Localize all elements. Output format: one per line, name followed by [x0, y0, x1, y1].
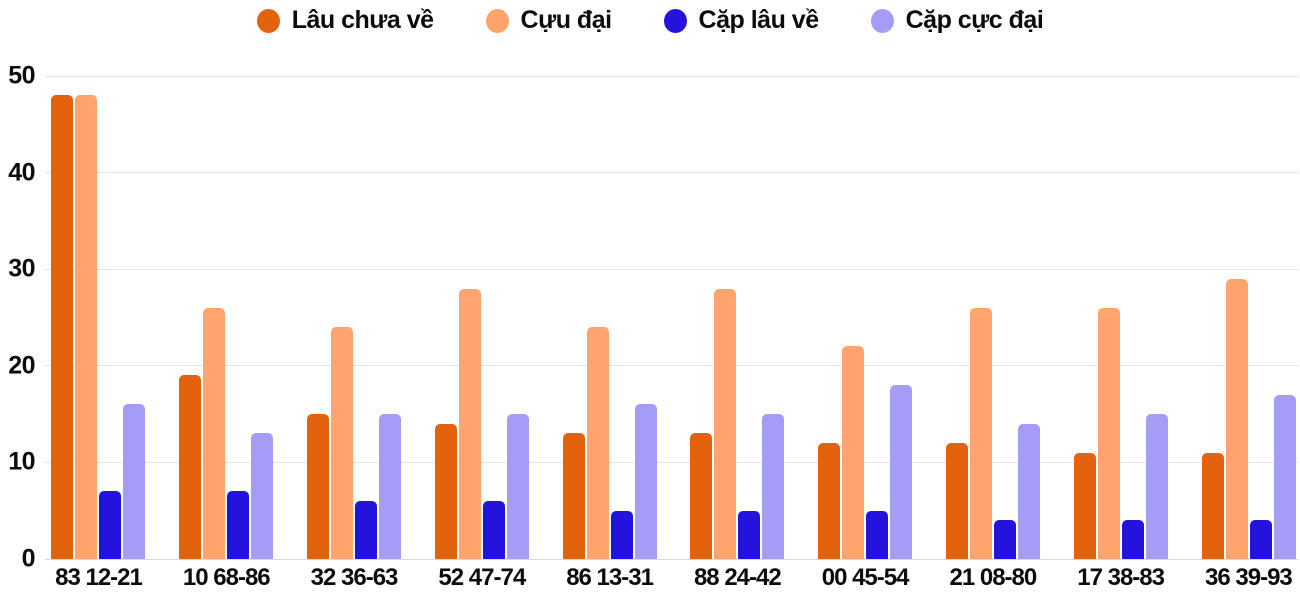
plot-area [45, 75, 1298, 560]
x-axis-label: 21 08-80 [949, 564, 1037, 591]
bar-group [1074, 76, 1168, 559]
bar[interactable] [354, 501, 377, 559]
legend-item[interactable]: Cặp cực đại [870, 6, 1044, 35]
bar-group [178, 76, 273, 559]
bar-group [818, 76, 913, 559]
bar-group [946, 76, 1041, 559]
y-axis-label: 30 [8, 254, 35, 283]
legend-marker-circle-icon [256, 8, 280, 33]
bar[interactable] [99, 491, 121, 559]
bar[interactable] [51, 95, 73, 559]
bar-group [690, 76, 785, 559]
x-axis-label: 17 38-83 [1077, 564, 1165, 591]
legend-item-label: Cựu đại [520, 6, 613, 34]
legend-item-label: Lâu chưa về [291, 6, 434, 34]
bar[interactable] [458, 288, 481, 559]
bar[interactable] [506, 414, 529, 559]
legend-item[interactable]: Lâu chưa về [256, 6, 434, 35]
gridline [45, 365, 1298, 367]
bar[interactable] [378, 414, 401, 559]
bar[interactable] [482, 501, 505, 559]
bar[interactable] [202, 307, 225, 559]
bar[interactable] [178, 375, 201, 559]
bar[interactable] [306, 414, 329, 559]
legend-item[interactable]: Cựu đại [485, 6, 613, 35]
bar[interactable] [226, 491, 249, 559]
bar[interactable] [610, 510, 633, 559]
x-axis-label: 88 24-42 [693, 564, 782, 591]
x-axis-label: 32 36-63 [310, 564, 399, 591]
bar[interactable] [634, 404, 657, 559]
bar[interactable] [994, 520, 1017, 559]
bar[interactable] [1249, 520, 1272, 559]
bar[interactable] [1201, 452, 1224, 559]
legend-item-label: Cặp lâu về [698, 6, 820, 34]
x-axis-label: 83 12-21 [55, 564, 143, 591]
x-axis-label: 36 39-93 [1205, 564, 1293, 591]
bar[interactable] [1273, 394, 1296, 559]
legend-item[interactable]: Cặp lâu về [663, 6, 820, 35]
bar[interactable] [818, 443, 841, 559]
bar[interactable] [1122, 520, 1144, 559]
bar[interactable] [690, 433, 713, 559]
bar-group [51, 76, 145, 559]
legend-marker-circle-icon [663, 8, 687, 33]
bar[interactable] [1146, 414, 1168, 559]
bar[interactable] [762, 414, 785, 559]
bar[interactable] [890, 385, 913, 559]
y-axis-label: 0 [21, 544, 36, 573]
x-axis-label: 52 47-74 [438, 564, 526, 591]
y-axis-label: 20 [8, 351, 35, 380]
bar[interactable] [1018, 423, 1041, 559]
bar-group [434, 76, 529, 559]
gridline [45, 268, 1298, 270]
gridline [45, 172, 1298, 174]
chart-legend: Lâu chưa về Cựu đại Cặp lâu về Cặp cực đại [0, 6, 1300, 35]
gridline [45, 75, 1298, 77]
x-axis: 83 12-21 10 68-86 32 36-63 52 47-74 86 13-31… [45, 566, 1298, 590]
x-axis-label: 10 68-86 [182, 564, 271, 591]
x-axis-label: 00 45-54 [821, 564, 910, 591]
y-axis: 0 10 20 30 40 50 [0, 63, 35, 571]
bar[interactable] [1098, 307, 1120, 559]
bar[interactable] [330, 327, 353, 559]
bars-container [45, 76, 1298, 559]
legend-marker-circle-icon [485, 8, 509, 33]
bar[interactable] [946, 443, 969, 559]
bar[interactable] [250, 433, 273, 559]
legend-marker-circle-icon [870, 8, 894, 33]
gridline [45, 461, 1298, 463]
y-axis-label: 50 [8, 61, 35, 90]
bar[interactable] [842, 346, 865, 559]
bar[interactable] [1074, 452, 1096, 559]
legend-item-label: Cặp cực đại [905, 6, 1044, 34]
bar[interactable] [123, 404, 145, 559]
y-axis-label: 40 [8, 158, 35, 187]
bar[interactable] [434, 423, 457, 559]
bar-group [1201, 76, 1296, 559]
bar[interactable] [586, 327, 609, 559]
bar-group [562, 76, 657, 559]
bar-group [306, 76, 401, 559]
bar[interactable] [562, 433, 585, 559]
bar[interactable] [75, 95, 97, 559]
x-axis-label: 86 13-31 [566, 564, 654, 591]
bar[interactable] [970, 307, 993, 559]
bar[interactable] [738, 510, 761, 559]
bar[interactable] [866, 510, 889, 559]
bar[interactable] [714, 288, 737, 559]
bar[interactable] [1225, 278, 1248, 559]
y-axis-label: 10 [8, 447, 35, 476]
x-axis-baseline [45, 558, 1298, 560]
